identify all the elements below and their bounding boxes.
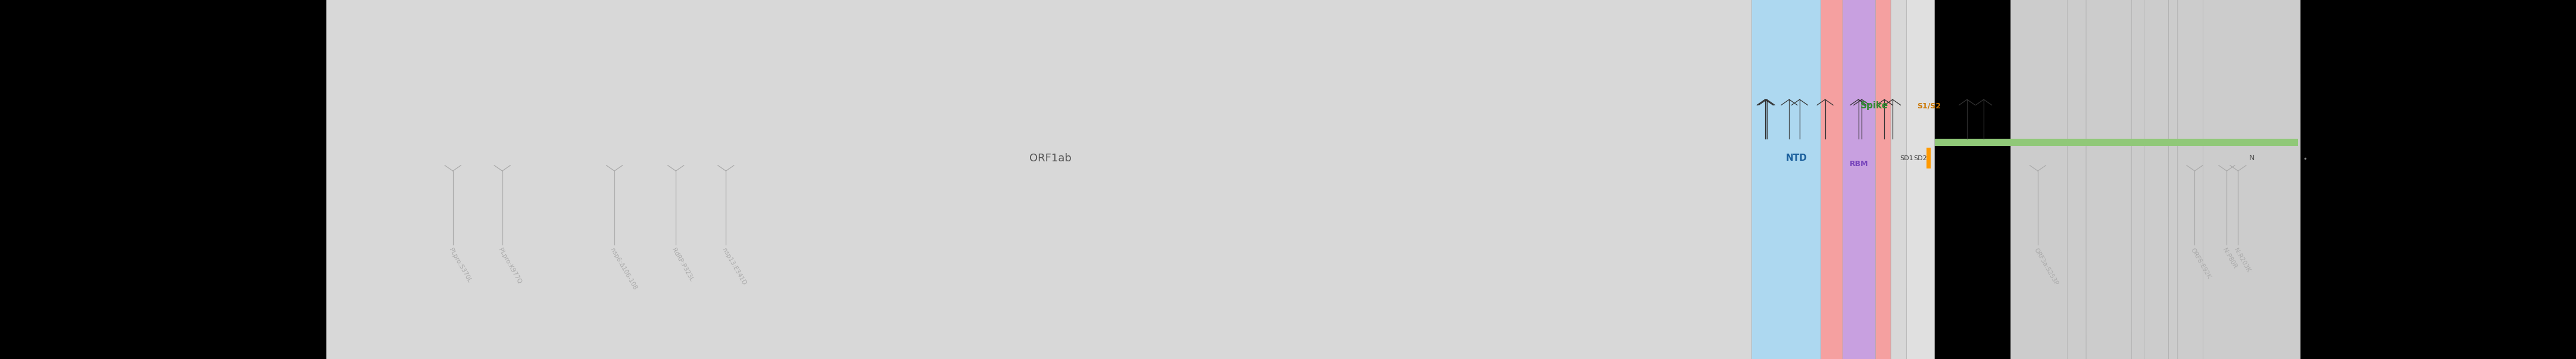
FancyBboxPatch shape [2202, 0, 2236, 359]
Text: nsp13:E341D: nsp13:E341D [721, 247, 747, 286]
Text: RdRP:P323L: RdRP:P323L [670, 247, 696, 282]
Text: S1/S2: S1/S2 [1917, 102, 1940, 110]
FancyBboxPatch shape [1891, 0, 1922, 359]
Text: nsp6:Δ106-108: nsp6:Δ106-108 [611, 247, 639, 291]
Text: NTD: NTD [1785, 154, 1806, 163]
FancyBboxPatch shape [2202, 0, 2300, 359]
FancyBboxPatch shape [1906, 0, 1935, 359]
FancyBboxPatch shape [2143, 0, 2182, 359]
FancyBboxPatch shape [2177, 0, 2215, 359]
Bar [2017, 139, 2298, 146]
FancyBboxPatch shape [2069, 0, 2097, 359]
Text: PLpro:S370L: PLpro:S370L [448, 247, 471, 283]
Text: ORF1ab: ORF1ab [1030, 153, 1072, 164]
FancyBboxPatch shape [1842, 0, 1875, 359]
FancyBboxPatch shape [2012, 0, 2079, 359]
Text: PLpro:K977Q: PLpro:K977Q [497, 247, 523, 285]
Text: RBD: RBD [1855, 154, 1875, 163]
FancyBboxPatch shape [2130, 0, 2156, 359]
Text: Spike: Spike [1860, 101, 1888, 110]
Text: SD2: SD2 [1914, 155, 1927, 161]
Text: SD1: SD1 [1901, 155, 1914, 161]
Bar [1762, 139, 2017, 146]
Text: N:R203K: N:R203K [2233, 247, 2251, 273]
Text: ORF8:E92K: ORF8:E92K [2190, 247, 2213, 280]
Text: N: N [2249, 154, 2254, 162]
Text: RBM: RBM [1850, 160, 1868, 168]
FancyBboxPatch shape [2169, 0, 2190, 359]
FancyBboxPatch shape [2087, 0, 2143, 359]
FancyBboxPatch shape [1821, 0, 1909, 359]
FancyBboxPatch shape [327, 0, 1775, 359]
Bar [1927, 148, 1929, 169]
Text: ORF3a:S253P: ORF3a:S253P [2032, 247, 2058, 286]
FancyBboxPatch shape [1752, 0, 1842, 359]
Text: N:P80R: N:P80R [2221, 247, 2239, 270]
